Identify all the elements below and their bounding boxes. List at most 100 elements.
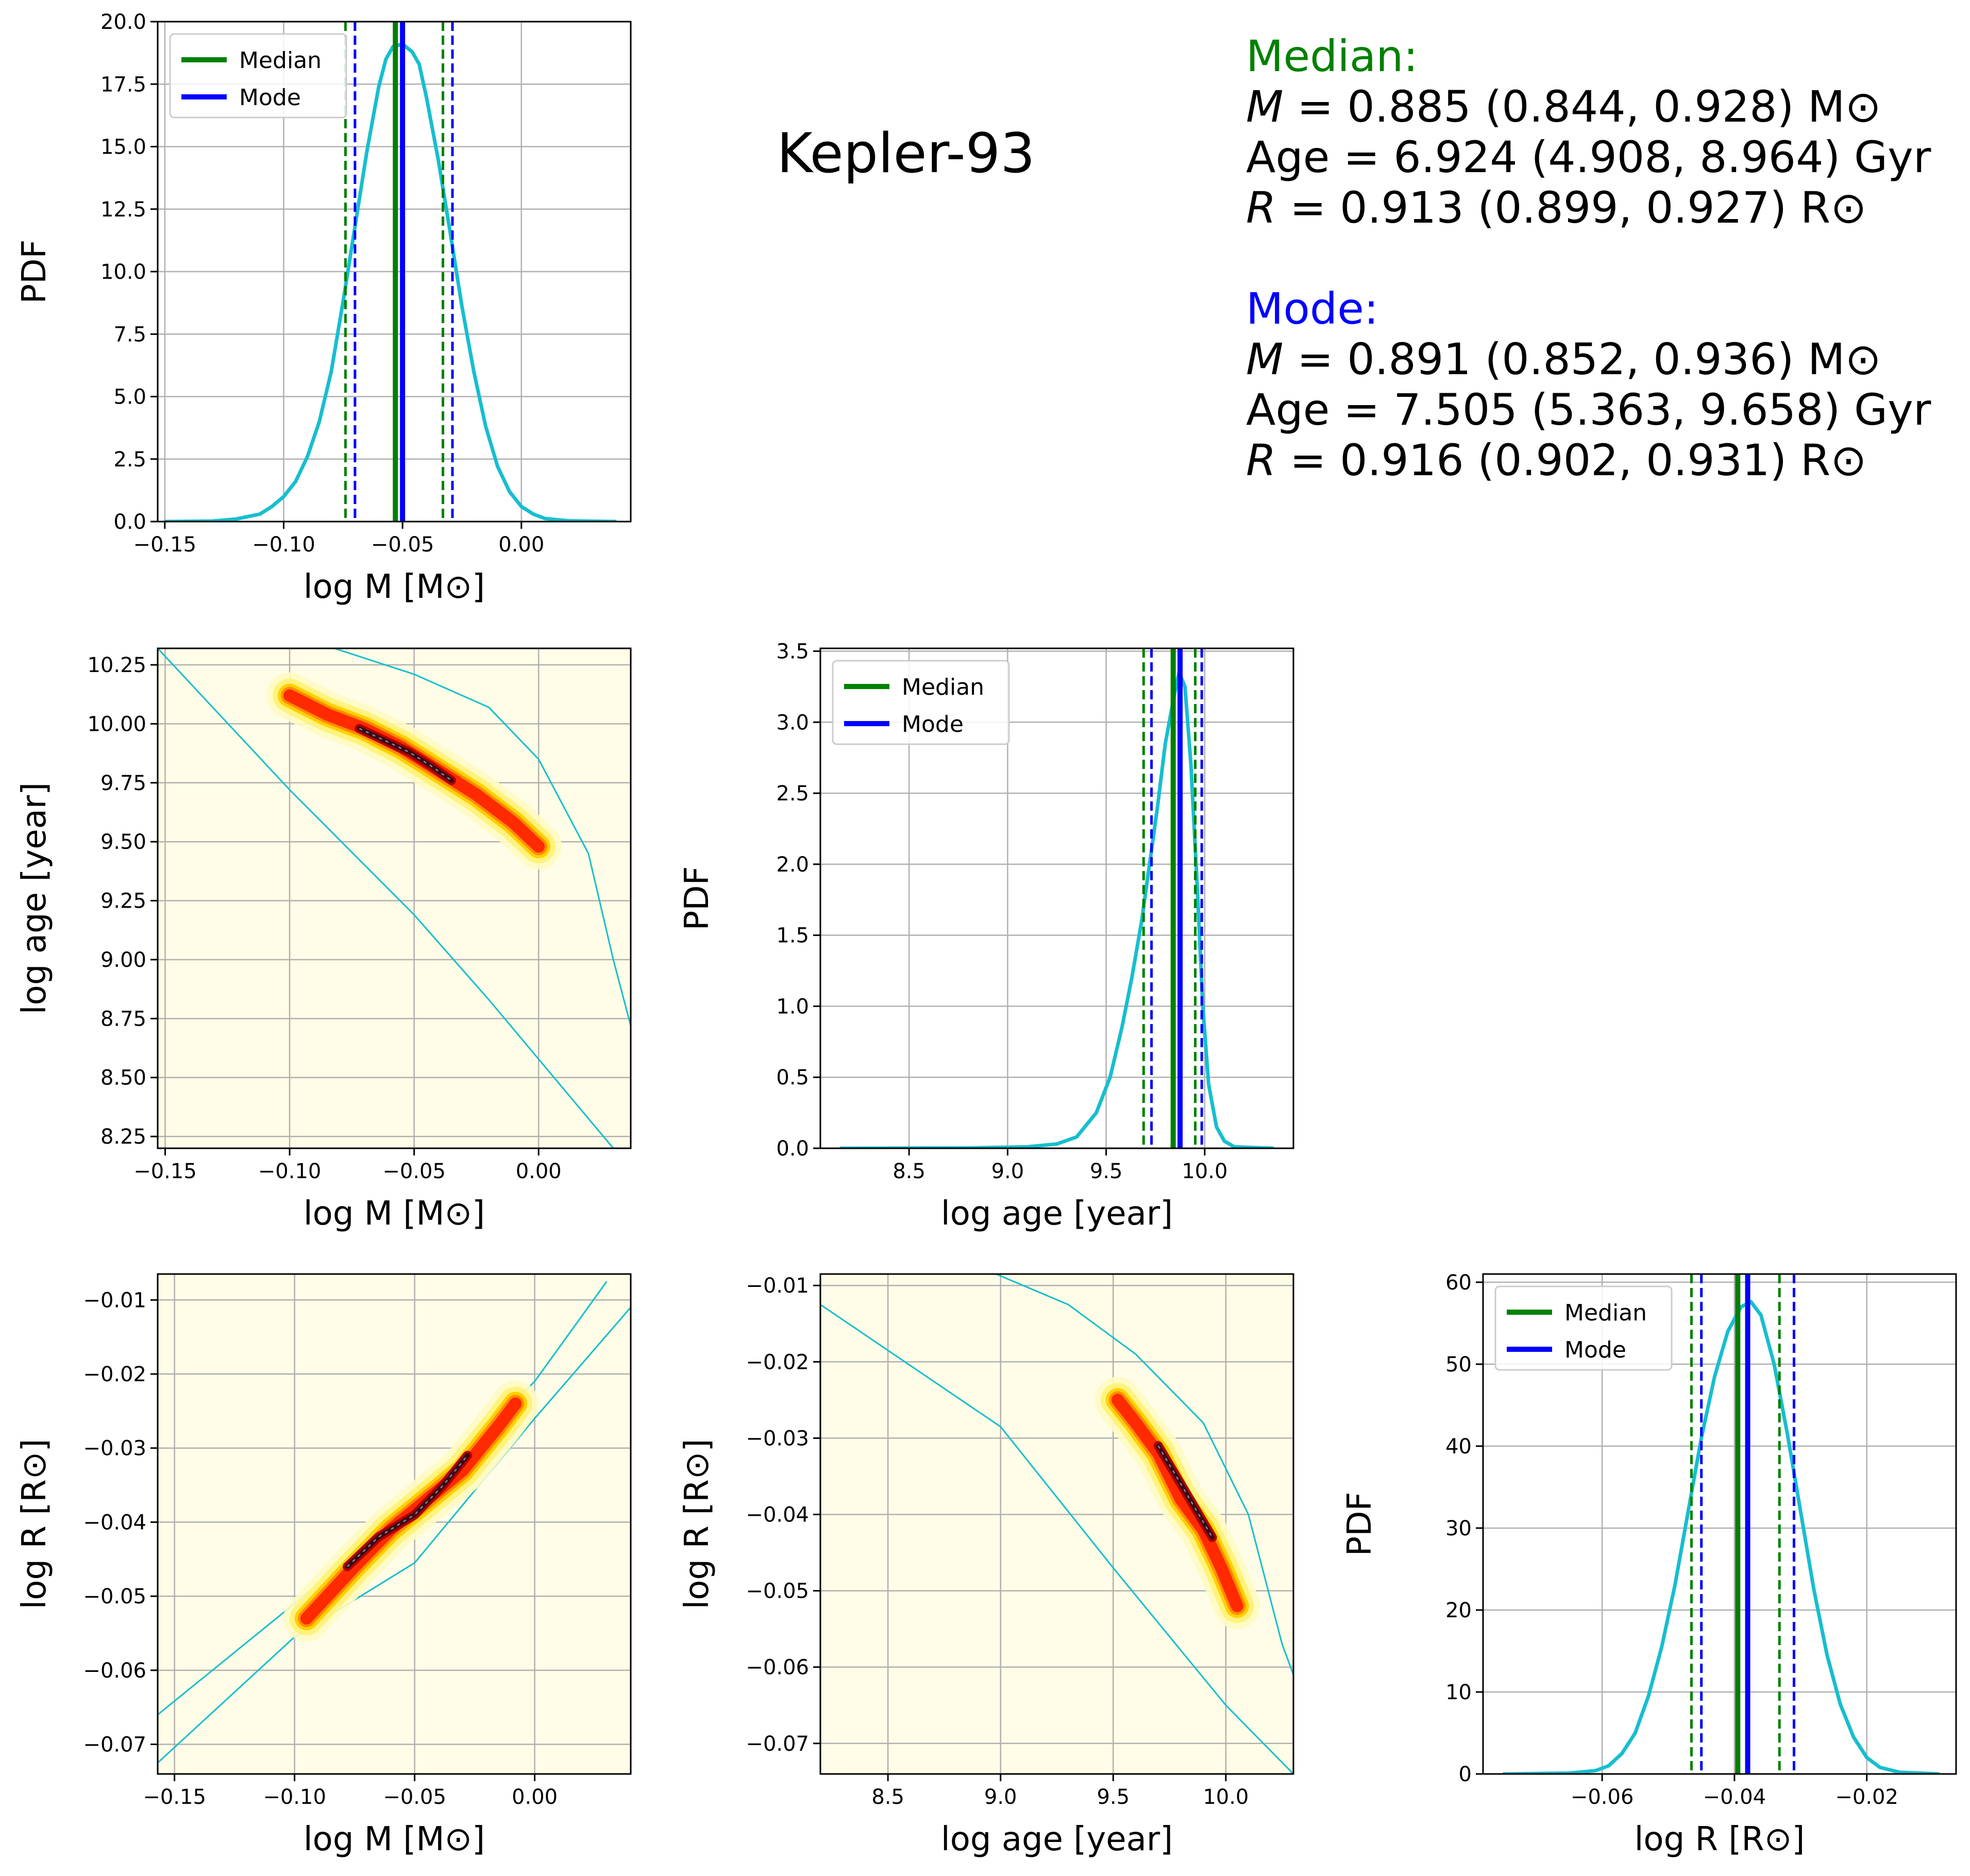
summary-panel: Median: M = 0.885 (0.844, 0.928) M⊙ Age … [1246,31,1931,485]
x-tick-label: −0.04 [1703,1785,1766,1809]
y-tick-label: 7.5 [113,323,146,346]
y-tick-label: 60 [1445,1271,1472,1295]
x-tick-label: −0.05 [382,1160,446,1183]
y-tick-label: 50 [1445,1353,1472,1377]
y-tick-label: 1.5 [776,924,809,948]
legend: Median Mode [832,660,1010,745]
y-tick-label: 3.5 [776,640,809,664]
x-tick-label: 9.5 [1097,1785,1130,1809]
mode-age-line: Age = 7.505 (5.363, 9.658) Gyr [1246,384,1931,435]
y-tick-label: 2.5 [113,448,146,472]
y-tick-label: 8.75 [100,1007,146,1031]
y-tick-label: 10 [1445,1681,1472,1704]
y-tick-label: 10.25 [87,654,146,677]
x-tick-label: −0.15 [133,1160,197,1183]
panel-density_logAge_logR: 8.5 9.0 9.5 10.0 −0.07 −0.06 −0.05 −0.04 −0.03 −0… [678,1273,1294,1858]
y-axis-label: log R [R⊙] [678,1439,716,1610]
x-axis-label: log M [M⊙] [304,568,485,606]
x-tick-label: 9.0 [984,1785,1017,1809]
y-tick-label: 5.0 [113,386,146,409]
y-tick-label: 15.0 [100,136,146,159]
x-axis-label: log R [R⊙] [1635,1820,1805,1858]
x-tick-label: −0.05 [383,1785,446,1809]
panel-hist_logM: Median Mode −0.15 −0.10 −0.05 0.00 0.0 2.5 5.0 7.… [15,10,632,606]
x-axis-label: log M [M⊙] [304,1820,485,1858]
panel-hist_logAge: Median Mode 8.5 9.0 9.5 10.0 0.0 0.5 1.0 1.5 2.0 2.… [678,640,1294,1233]
y-tick-label: −0.01 [746,1274,809,1298]
y-tick-label: −0.07 [746,1732,809,1756]
y-tick-label: 10.00 [87,712,146,736]
y-tick-label: 2.5 [776,782,809,806]
density-layer [158,648,631,1148]
support-boundary-upper [334,648,631,1026]
axes-frame [157,647,632,1149]
figure-title: Kepler-93 [777,122,1035,185]
x-tick-label: 10.0 [1203,1785,1249,1809]
x-tick-label: 9.0 [991,1160,1024,1183]
y-tick-label: 9.00 [100,948,146,972]
y-tick-label: 20.0 [100,10,146,34]
legend: Median Mode [169,33,347,119]
y-axis-label: PDF [1341,1492,1379,1556]
pdf-curve [1503,1299,1940,1774]
y-tick-label: 9.25 [100,890,146,913]
y-tick-label: 10.0 [100,260,146,284]
support-boundary-lower [158,1306,631,1764]
y-tick-label: −0.02 [746,1350,809,1374]
y-axis-label: PDF [678,866,716,931]
x-tick-label: 9.5 [1090,1160,1123,1183]
y-tick-label: 0 [1459,1763,1472,1786]
density-level-5 [1112,1394,1243,1613]
y-tick-label: −0.03 [746,1427,809,1450]
legend-median-label: Median [902,674,984,700]
y-tick-label: 20 [1445,1599,1472,1622]
x-tick-label: −0.02 [1835,1785,1898,1809]
legend-mode-label: Mode [902,711,964,738]
x-tick-label: 0.00 [516,1160,562,1183]
x-axis-label: log age [year] [941,1195,1173,1233]
y-tick-label: 8.25 [100,1125,146,1149]
y-tick-label: 30 [1445,1517,1472,1540]
y-tick-label: 2.0 [776,853,809,877]
panel-hist_logR: Median Mode −0.06 −0.04 −0.02 0 10 20 30 40 50 60 lo… [1341,1271,1957,1858]
density-layer [158,1281,631,1764]
mode-header: Mode: [1246,283,1379,334]
x-tick-label: −0.15 [133,533,197,557]
density-peak-contour [347,1455,468,1567]
y-tick-label: 0.5 [776,1066,809,1090]
legend-median-label: Median [1564,1300,1647,1326]
density-peak [357,726,454,783]
axes-frame [819,1273,1294,1775]
density-layer [820,1274,1293,1774]
pdf-curve [840,666,1274,1148]
y-tick-label: 12.5 [100,198,146,222]
legend-mode-label: Mode [1564,1337,1626,1363]
y-tick-label: −0.01 [83,1288,146,1312]
y-tick-label: 0.0 [113,510,146,534]
support-boundary-lower [158,648,614,1148]
y-tick-label: −0.05 [746,1580,809,1603]
y-axis-label: log age [year] [15,782,54,1014]
y-tick-label: −0.04 [746,1503,809,1527]
legend-median-label: Median [239,47,322,74]
x-tick-label: 8.5 [871,1785,904,1809]
y-tick-label: 40 [1445,1435,1472,1459]
y-tick-label: 9.75 [100,772,146,795]
x-tick-label: 8.5 [893,1160,925,1183]
x-tick-label: −0.10 [252,533,315,557]
y-axis-label: log R [R⊙] [15,1439,54,1610]
median-radius-line: R = 0.913 (0.899, 0.927) R⊙ [1246,182,1867,233]
density-peak-contour [1157,1445,1213,1538]
x-tick-label: −0.05 [371,533,434,557]
support-boundary-lower [820,1303,1293,1774]
y-tick-label: −0.06 [83,1659,146,1683]
x-tick-label: 0.00 [512,1785,558,1809]
y-tick-label: −0.07 [83,1733,146,1757]
mode-radius-line: R = 0.916 (0.902, 0.931) R⊙ [1246,435,1867,485]
y-tick-label: 3.0 [776,711,809,734]
y-tick-label: 1.0 [776,995,809,1018]
legend: Median Mode [1494,1285,1673,1371]
x-tick-label: −0.15 [143,1785,206,1809]
x-tick-label: 0.00 [498,533,544,557]
